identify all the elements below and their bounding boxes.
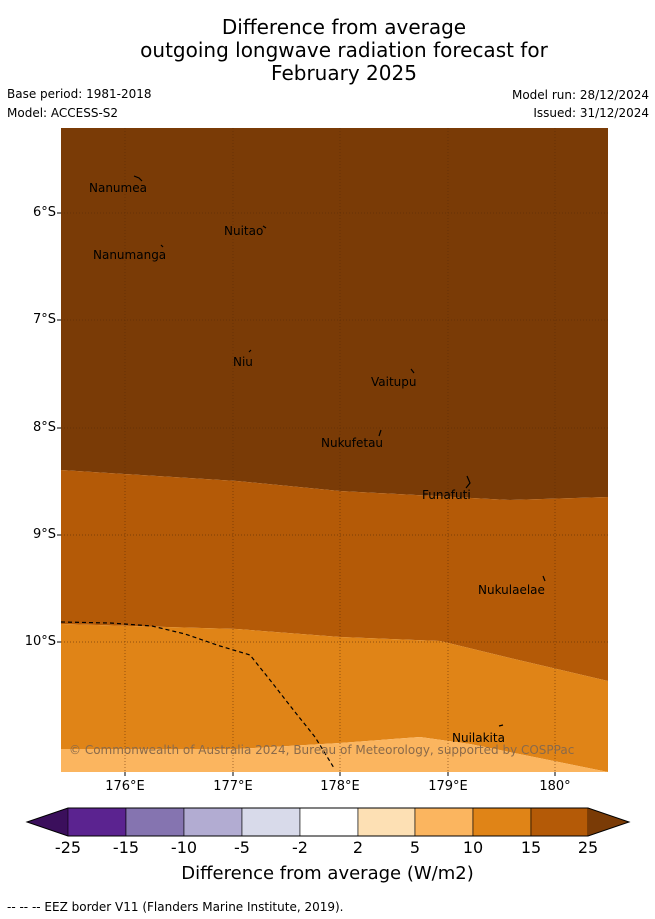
colorbar-bin-7 — [414, 807, 474, 837]
colorbar-bin-1 — [67, 807, 127, 837]
place-label-funafuti: Funafuti — [422, 488, 471, 502]
place-label-nuitao: Nuitao — [224, 224, 263, 238]
lon-label-176e: 176°E — [105, 779, 145, 794]
lat-label-7s: 7°S — [32, 312, 56, 327]
colorbar-tick-label: -2 — [292, 838, 308, 857]
band-5-10 — [61, 737, 608, 772]
lat-label-6s: 6°S — [32, 205, 56, 220]
lon-label-177e: 177°E — [213, 779, 253, 794]
colorbar — [25, 807, 631, 837]
eez-footnote: -- -- -- EEZ border V11 (Flanders Marine… — [7, 900, 344, 914]
band-15-25 — [61, 470, 608, 681]
place-label-nanumanga: Nanumanga — [93, 248, 166, 262]
island-nanumanga — [160, 244, 164, 248]
copyright-notice: © Commonwealth of Australia 2024, Bureau… — [69, 743, 574, 757]
island-niu — [248, 349, 252, 353]
colorbar-extend-high — [588, 808, 629, 836]
base-period: Base period: 1981-2018 — [7, 87, 152, 101]
colorbar-label: Difference from average (W/m2) — [181, 863, 474, 884]
place-label-nukufetau: Nukufetau — [321, 436, 383, 450]
issued-date: Issued: 31/12/2024 — [533, 106, 649, 120]
colorbar-tick-label: 10 — [462, 838, 484, 857]
island-vaitupu — [410, 368, 415, 374]
lat-label-10s: 10°S — [24, 634, 56, 649]
lat-label-8s: 8°S — [32, 420, 56, 435]
colorbar-tick-label: -5 — [234, 838, 250, 857]
colorbar-bin-8 — [472, 807, 532, 837]
model-name: Model: ACCESS-S2 — [7, 106, 119, 120]
colorbar-bin-5 — [299, 807, 359, 837]
lat-label-9s: 9°S — [32, 527, 56, 542]
place-label-nuilakita: Nuilakita — [452, 731, 505, 745]
title-line-2: outgoing longwave radiation forecast for — [140, 38, 548, 62]
title-line-3: February 2025 — [271, 61, 417, 85]
island-nukulaelae — [542, 575, 546, 582]
model-run: Model run: 28/12/2024 — [511, 88, 649, 102]
colorbar-outline — [25, 807, 631, 837]
colorbar-bin-4 — [241, 807, 301, 837]
colorbar-bin-9 — [530, 807, 589, 837]
title-line-1: Difference from average — [221, 15, 467, 39]
colorbar-extend-low — [27, 808, 68, 836]
island-funafuti — [465, 475, 471, 489]
lon-label-178e: 178°E — [320, 779, 360, 794]
colorbar-bin-6 — [357, 807, 416, 837]
band-25-plus — [61, 128, 608, 500]
lon-label-179e: 179°E — [428, 779, 468, 794]
place-label-niu: Niu — [233, 355, 253, 369]
colorbar-tick-label: 2 — [352, 838, 364, 857]
colorbar-bin-3 — [183, 807, 243, 837]
place-label-nanumea: Nanumea — [89, 181, 147, 195]
island-nuitao — [262, 225, 267, 229]
colorbar-tick-label: -25 — [54, 838, 82, 857]
colorbar-tick-label: -10 — [170, 838, 198, 857]
eez-border — [60, 621, 335, 769]
colorbar-tick-label: 25 — [577, 838, 599, 857]
band-10-15 — [61, 624, 608, 772]
colorbar-tick-label: 5 — [409, 838, 421, 857]
island-nukufetau — [378, 429, 382, 437]
lon-label-180: 180° — [539, 779, 571, 794]
chart-title: Difference from average outgoing longwav… — [0, 16, 655, 85]
colorbar-tick-label: 15 — [520, 838, 542, 857]
island-nanumea — [133, 175, 143, 182]
island-nuilakita — [498, 724, 504, 727]
colorbar-tick-label: -15 — [112, 838, 140, 857]
place-label-nukulaelae: Nukulaelae — [478, 583, 545, 597]
colorbar-bin-2 — [125, 807, 185, 837]
place-label-vaitupu: Vaitupu — [371, 375, 417, 389]
